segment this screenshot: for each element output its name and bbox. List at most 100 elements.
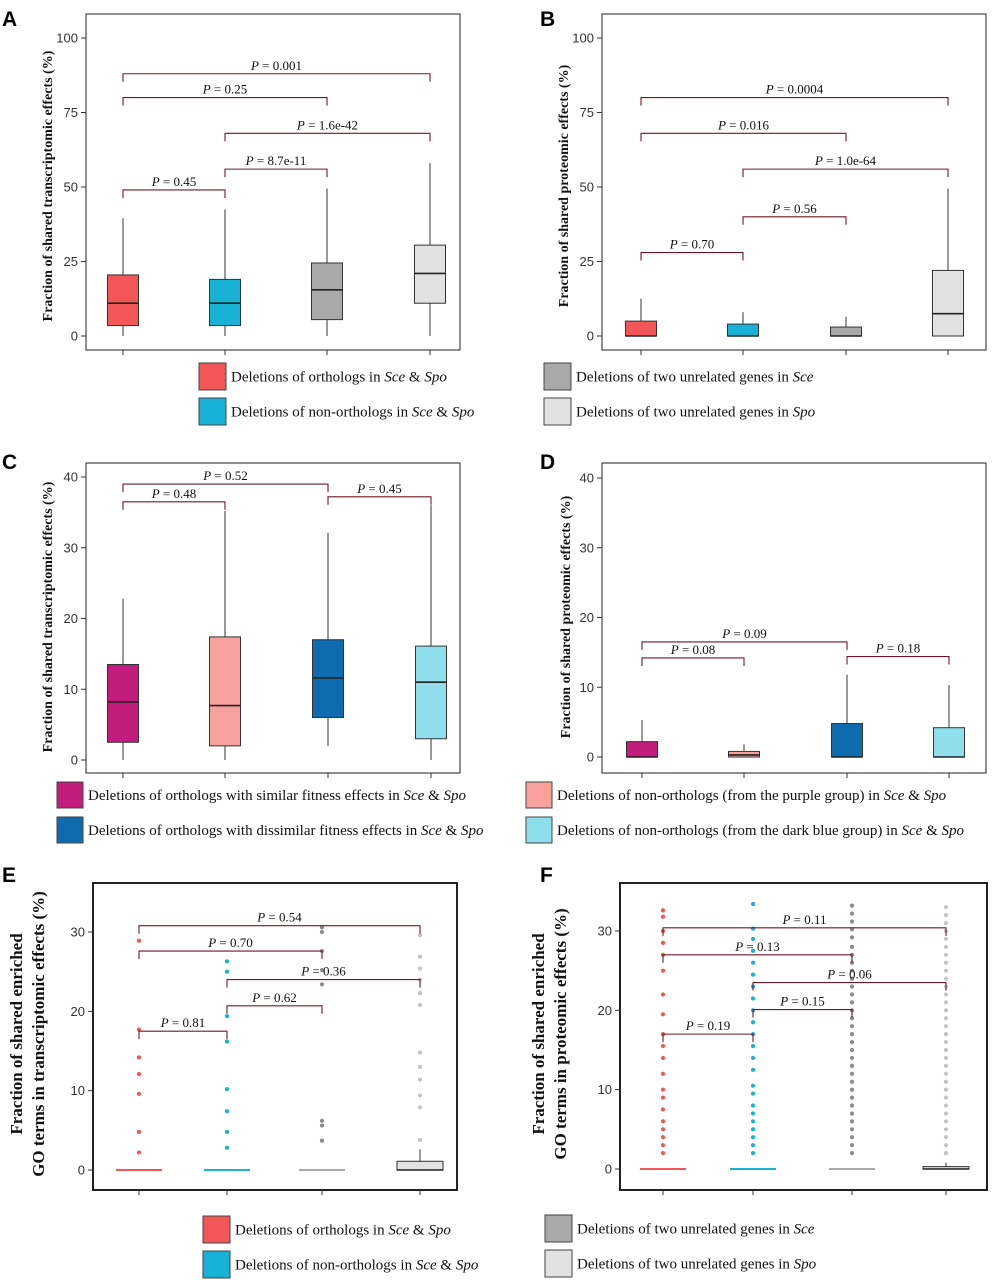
outlier-point	[660, 992, 666, 997]
legend-swatch	[56, 781, 84, 809]
outlier-point	[849, 1111, 855, 1116]
outlier-point	[417, 1105, 423, 1110]
box-body	[830, 326, 862, 337]
legend-label: Deletions of orthologs with similar fitn…	[88, 788, 467, 804]
outlier-point	[224, 1145, 230, 1150]
outlier-point	[849, 1095, 855, 1100]
outlier-point	[943, 1151, 949, 1156]
p-value-label: P = 0.45	[151, 174, 197, 189]
comparison-bracket: P = 0.48	[122, 486, 226, 510]
outlier-point	[136, 1091, 142, 1096]
box-group	[626, 720, 658, 758]
y-axis-label-e-line1: Fraction of shared enriched	[7, 933, 26, 1135]
comparison-bracket: P = 0.52	[122, 468, 329, 493]
outlier-point	[750, 936, 756, 942]
outlier-point	[750, 901, 756, 907]
outlier-point	[417, 1002, 423, 1008]
panel-f-plot: 0 10 20 30 P = 0.11P = 0.13 P = 0.06P = 0.15 P…	[598, 882, 988, 1195]
y-tick-label: 20	[580, 610, 594, 625]
comparison-bracket: P = 0.25	[122, 82, 328, 106]
bracket-line	[742, 168, 949, 178]
bracket-line	[122, 73, 431, 82]
legend-swatch	[198, 362, 227, 391]
legend-item: Deletions of orthologs in Sce & Spo	[202, 1215, 451, 1244]
outlier-point	[943, 905, 949, 910]
legend-label: Deletions of two unrelated genes in Sce	[577, 1222, 815, 1238]
outlier-point	[750, 948, 756, 953]
legend-item: Deletions of orthologs with dissimilar f…	[56, 816, 484, 844]
outlier-point	[943, 1063, 949, 1068]
p-value-label: P = 0.0004	[765, 82, 824, 97]
outlier-point	[849, 919, 855, 924]
legend-swatch	[202, 1215, 231, 1244]
box-group	[625, 298, 657, 337]
y-tick-label: 40	[64, 470, 78, 485]
y-axis-label-f-line1: Fraction of shared enriched	[529, 933, 548, 1135]
panel-label-c: C	[2, 451, 17, 474]
comparison-bracket: P = 0.13	[662, 939, 853, 963]
outlier-point	[943, 976, 949, 981]
y-axis-label-b: Fraction of shared proteomic effects (%)	[557, 64, 572, 307]
bracket-line	[224, 132, 431, 142]
outlier-point	[750, 1091, 756, 1096]
outlier-point	[750, 960, 756, 965]
outlier-point	[943, 1103, 949, 1108]
outlier-point	[849, 1016, 855, 1021]
outlier-point	[943, 1087, 949, 1092]
outlier-point	[849, 935, 855, 940]
box-group	[107, 598, 139, 760]
plot-frame	[92, 882, 458, 1191]
outlier-point	[943, 1119, 949, 1124]
panel-d-plot: 0 10 20 30 40 P = 0.09 P = 0.08 P = 0.18	[580, 462, 987, 778]
comparison-bracket: P = 0.09	[641, 626, 848, 650]
legend-swatch	[543, 397, 572, 426]
panel-label-e: E	[2, 864, 16, 887]
box-body	[831, 723, 863, 758]
outlier-point	[849, 976, 855, 981]
comparison-bracket: P = 8.7e-11	[224, 153, 328, 178]
legend-swatch	[202, 1250, 231, 1279]
outlier-point	[750, 1043, 756, 1049]
p-value-label: P = 0.56	[771, 201, 817, 216]
comparison-bracket: P = 0.54	[138, 910, 421, 934]
outlier-point	[849, 1143, 855, 1148]
plot-frame	[619, 882, 988, 1191]
outlier-point	[750, 1119, 756, 1124]
plot-frame	[601, 462, 987, 774]
outlier-point	[943, 920, 949, 926]
y-tick-label: 30	[64, 540, 78, 555]
outlier-point	[750, 1055, 756, 1061]
outlier-point	[417, 990, 423, 996]
outlier-point	[849, 1024, 855, 1029]
bracket-line	[640, 132, 847, 142]
y-tick-label: 100	[56, 31, 78, 46]
outlier-point	[750, 1127, 756, 1132]
legend-label: Deletions of non-orthologs (from the dar…	[557, 823, 965, 839]
legend-item: Deletions of non-orthologs (from the pur…	[525, 781, 947, 809]
y-tick-label: 10	[64, 682, 78, 697]
outlier-point	[417, 966, 423, 971]
box-body	[107, 274, 139, 327]
bracket-line	[662, 927, 947, 936]
outlier-point	[224, 1013, 230, 1019]
comparison-bracket: P = 0.70	[138, 935, 323, 960]
box-group	[299, 925, 345, 1171]
outlier-point	[943, 960, 949, 965]
y-tick-label: 30	[71, 925, 85, 940]
legend-item: Deletions of two unrelated genes in Spo	[543, 397, 816, 426]
plot-frame	[85, 462, 461, 774]
outlier-point	[943, 944, 949, 949]
box-body	[727, 323, 759, 337]
bracket-line	[138, 950, 323, 960]
panel-label-a: A	[2, 8, 17, 31]
box-group	[107, 218, 139, 336]
y-tick-label: 30	[598, 924, 612, 939]
legend-item: Deletions of non-orthologs in Sce & Spo	[202, 1250, 479, 1279]
y-axis-label-f-line2: GO terms in proteomic effects (%)	[551, 908, 570, 1159]
outlier-point	[943, 1055, 949, 1061]
legend-item: Deletions of two unrelated genes in Spo	[544, 1249, 817, 1278]
comparison-bracket: P = 0.56	[742, 201, 847, 225]
plot-frame	[601, 13, 987, 351]
comparison-bracket: P = 0.016	[640, 117, 847, 142]
